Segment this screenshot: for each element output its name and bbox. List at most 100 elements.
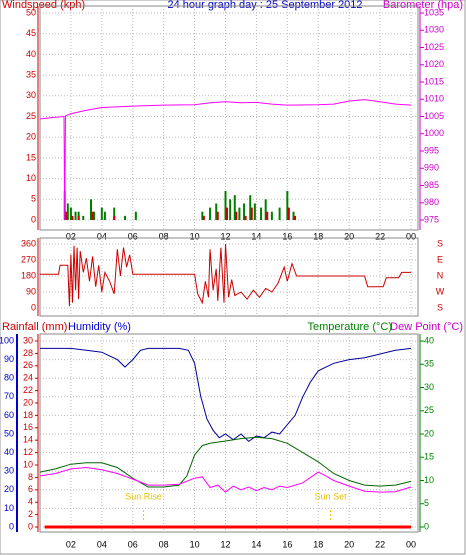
y2-tick-label: 1005	[424, 111, 444, 121]
direction-label: N	[437, 270, 444, 280]
y-tick-label: 25	[26, 111, 36, 121]
x-tick-label: 06	[128, 231, 138, 241]
series-line	[39, 436, 412, 488]
y-tick-label: 40	[4, 447, 14, 457]
y2-tick-label: 985	[424, 180, 439, 190]
y-tick-label: 90	[4, 354, 14, 364]
annotation: Sun Rise	[125, 491, 162, 501]
y-tick-label: 50	[26, 7, 36, 17]
y3-tick-label: 10	[23, 459, 33, 469]
x-tick-label: 02	[66, 539, 76, 549]
y3-tick-label: 16	[23, 422, 33, 432]
rain-label: Rainfall (mm)	[2, 321, 67, 333]
y2-tick-label: 40	[424, 335, 434, 345]
plot-frame	[39, 333, 419, 533]
y-tick-label: 0	[31, 214, 36, 224]
direction-label: W	[436, 286, 445, 296]
y2-tick-label: 25	[424, 405, 434, 415]
y2-tick-label: 30	[424, 382, 434, 392]
humidity-label: Humidity (%)	[68, 321, 131, 333]
y-tick-label: 30	[4, 466, 14, 476]
annotation: Sun Set	[315, 491, 348, 501]
y2-tick-label: 1000	[424, 128, 444, 138]
y-tick-label: 5	[31, 194, 36, 204]
y3-tick-label: 6	[28, 484, 33, 494]
x-tick-label: 00	[406, 539, 416, 549]
y-tick-label: 50	[4, 428, 14, 438]
y2-tick-label: 1025	[424, 42, 444, 52]
series-line	[39, 99, 412, 221]
direction-label: E	[437, 254, 443, 264]
x-tick-label: 08	[159, 539, 169, 549]
y3-tick-label: 26	[23, 360, 33, 370]
y3-tick-label: 24	[23, 373, 33, 383]
y-tick-label: 10	[4, 503, 14, 513]
series-line	[40, 347, 412, 443]
x-tick-label: 22	[375, 539, 385, 549]
x-tick-label: 10	[190, 539, 200, 549]
x-tick-label: 06	[128, 539, 138, 549]
temperature-label: Temperature (°C)	[308, 321, 392, 333]
x-tick-label: 20	[344, 231, 354, 241]
x-tick-label: 10	[190, 231, 200, 241]
y-tick-label: 35	[26, 69, 36, 79]
y2-tick-label: 0	[424, 521, 429, 531]
x-tick-label: 08	[159, 231, 169, 241]
y-tick-label: 0	[31, 302, 36, 312]
x-tick-label: 18	[313, 231, 323, 241]
y2-tick-label: 15	[424, 452, 434, 462]
y3-tick-label: 30	[23, 335, 33, 345]
y2-tick-label: 1015	[424, 76, 444, 86]
y3-tick-label: 0	[28, 521, 33, 531]
series-line	[39, 466, 412, 493]
y2-tick-label: 5	[424, 498, 429, 508]
dew-point-label: Dew Point (°C)	[390, 321, 463, 333]
y-tick-label: 40	[26, 49, 36, 59]
y2-tick-label: 975	[424, 214, 439, 224]
x-tick-label: 00	[406, 231, 416, 241]
x-tick-label: 14	[251, 231, 261, 241]
y-tick-label: 20	[26, 132, 36, 142]
x-tick-label: 14	[251, 539, 261, 549]
y-tick-label: 90	[26, 286, 36, 296]
y2-tick-label: 1035	[424, 7, 444, 17]
y-tick-label: 0	[9, 521, 14, 531]
y3-tick-label: 18	[23, 410, 33, 420]
x-tick-label: 16	[282, 539, 292, 549]
direction-label: S	[437, 302, 443, 312]
x-tick-label: 12	[220, 539, 230, 549]
y3-tick-label: 12	[23, 447, 33, 457]
x-tick-label: 02	[66, 231, 76, 241]
y-tick-label: 45	[26, 28, 36, 38]
y-tick-label: 10	[26, 173, 36, 183]
y-tick-label: 20	[4, 484, 14, 494]
y2-tick-label: 995	[424, 145, 439, 155]
y3-tick-label: 14	[23, 435, 33, 445]
plot-frame	[39, 237, 419, 317]
y-tick-label: 60	[4, 410, 14, 420]
y3-tick-label: 4	[28, 497, 33, 507]
series-line	[40, 243, 411, 307]
graph-title: 24 hour graph day : 25 September 2012	[167, 0, 362, 11]
direction-label: S	[437, 238, 443, 248]
y-tick-label: 30	[26, 90, 36, 100]
x-tick-label: 04	[97, 231, 107, 241]
y-tick-label: 100	[0, 335, 14, 345]
x-tick-label: 22	[375, 231, 385, 241]
x-tick-label: 16	[282, 231, 292, 241]
x-tick-label: 12	[220, 231, 230, 241]
y2-tick-label: 990	[424, 163, 439, 173]
x-tick-label: 20	[344, 539, 354, 549]
y3-tick-label: 8	[28, 472, 33, 482]
y2-tick-label: 20	[424, 428, 434, 438]
y2-tick-label: 1020	[424, 59, 444, 69]
y-tick-label: 80	[4, 373, 14, 383]
y2-tick-label: 10	[424, 475, 434, 485]
barometer-label: Barometer (hpa)	[383, 0, 463, 11]
y2-tick-label: 35	[424, 359, 434, 369]
y-tick-label: 270	[21, 254, 36, 264]
y-tick-label: 15	[26, 152, 36, 162]
y2-tick-label: 1030	[424, 25, 444, 35]
y3-tick-label: 2	[28, 509, 33, 519]
